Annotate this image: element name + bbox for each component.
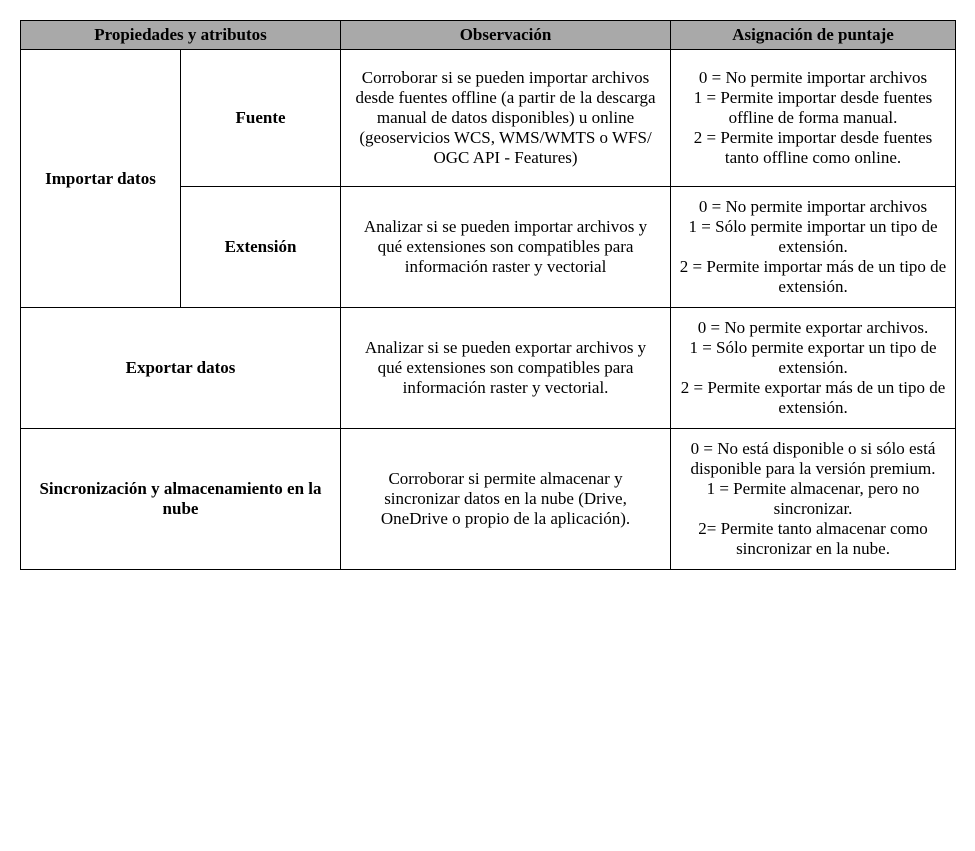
score-line: 1 = Permite almacenar, pero no sincroniz… [675, 479, 951, 519]
obs-exportar: Analizar si se pueden exportar archivos … [341, 308, 671, 429]
score-line: 1 = Permite importar desde fuentes offli… [675, 88, 951, 128]
table-row: Exportar datos Analizar si se pueden exp… [21, 308, 956, 429]
score-line: 1 = Sólo permite exportar un tipo de ext… [675, 338, 951, 378]
table-row: Importar datos Fuente Corroborar si se p… [21, 50, 956, 187]
score-line: 2 = Permite importar desde fuentes tanto… [675, 128, 951, 168]
obs-sincro: Corroborar si permite almacenar y sincro… [341, 429, 671, 570]
score-fuente: 0 = No permite importar archivos 1 = Per… [671, 50, 956, 187]
obs-fuente: Corroborar si se pueden importar archivo… [341, 50, 671, 187]
score-line: 0 = No está disponible o si sólo está di… [675, 439, 951, 479]
score-line: 0 = No permite importar archivos [675, 197, 951, 217]
score-line: 2 = Permite importar más de un tipo de e… [675, 257, 951, 297]
score-sincro: 0 = No está disponible o si sólo está di… [671, 429, 956, 570]
prop-extension-label: Extensión [181, 187, 341, 308]
table-row: Sincronización y almacenamiento en la nu… [21, 429, 956, 570]
header-observacion: Observación [341, 21, 671, 50]
obs-extension: Analizar si se pueden importar archivos … [341, 187, 671, 308]
prop-exportar-label: Exportar datos [21, 308, 341, 429]
table-header-row: Propiedades y atributos Observación Asig… [21, 21, 956, 50]
score-exportar: 0 = No permite exportar archivos. 1 = Só… [671, 308, 956, 429]
prop-fuente-label: Fuente [181, 50, 341, 187]
header-propiedades: Propiedades y atributos [21, 21, 341, 50]
prop-sincro-label: Sincronización y almacenamiento en la nu… [21, 429, 341, 570]
prop-importar-label: Importar datos [21, 50, 181, 308]
score-line: 2= Permite tanto almacenar como sincroni… [675, 519, 951, 559]
evaluation-criteria-table: Propiedades y atributos Observación Asig… [20, 20, 956, 570]
score-extension: 0 = No permite importar archivos 1 = Sól… [671, 187, 956, 308]
score-line: 2 = Permite exportar más de un tipo de e… [675, 378, 951, 418]
score-line: 1 = Sólo permite importar un tipo de ext… [675, 217, 951, 257]
score-line: 0 = No permite importar archivos [675, 68, 951, 88]
score-line: 0 = No permite exportar archivos. [675, 318, 951, 338]
header-asignacion: Asignación de puntaje [671, 21, 956, 50]
